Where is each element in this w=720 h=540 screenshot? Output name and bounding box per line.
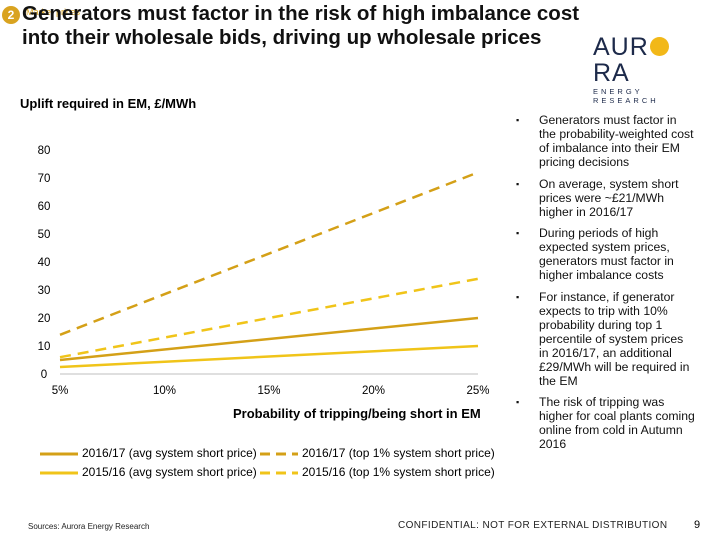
- x-tick-label: 15%: [257, 385, 280, 397]
- x-tick-label: 20%: [362, 385, 385, 397]
- series-line: [59, 277, 479, 359]
- series-line: [59, 171, 479, 336]
- y-tick-label: 50: [38, 229, 51, 241]
- legend-label: 2016/17 (avg system short price): [82, 446, 257, 460]
- x-tick-label: 5%: [52, 385, 69, 397]
- x-tick-label: 25%: [466, 385, 489, 397]
- chart-y-label: Uplift required in EM, £/MWh: [20, 96, 197, 111]
- legend-label: 2015/16 (avg system short price): [82, 465, 257, 479]
- confidential-notice: CONFIDENTIAL: NOT FOR EXTERNAL DISTRIBUT…: [398, 520, 668, 531]
- y-tick-label: 70: [38, 173, 51, 185]
- list-item: ▪ For instance, if generator expects to t…: [516, 289, 690, 388]
- series-line: [59, 316, 479, 362]
- list-item: ▪ Generators must factor in the probabili…: [516, 113, 694, 169]
- series-line: [59, 344, 479, 369]
- section-number-badge: 2: [2, 6, 20, 24]
- logo-text-right: RA: [593, 59, 630, 87]
- sun-icon: [649, 37, 669, 56]
- sources-note: Sources: Aurora Energy Research: [28, 522, 150, 531]
- legend-label: 2016/17 (top 1% system short price): [302, 446, 495, 460]
- list-item: ▪ The risk of tripping was higher for coa…: [516, 395, 695, 451]
- list-item: ▪ During periods of high expected system …: [516, 226, 674, 282]
- page-number: 9: [694, 519, 701, 531]
- y-tick-label: 80: [38, 145, 51, 157]
- legend-label: 2015/16 (top 1% system short price): [302, 465, 495, 479]
- chart-x-label: Probability of tripping/being short in E…: [233, 406, 481, 421]
- list-item: ▪ On average, system short prices were ~£…: [516, 176, 679, 219]
- logo-subtitle: ENERGY RESEARCH: [593, 87, 659, 105]
- y-tick-label: 0: [41, 369, 47, 381]
- slide-title: Generators must factor in the risk of hi…: [22, 2, 580, 49]
- x-tick-label: 10%: [153, 385, 176, 397]
- aurora-logo: AURRA ENERGY RESEARCH: [593, 33, 705, 105]
- y-tick-label: 60: [38, 201, 51, 213]
- y-tick-label: 10: [38, 341, 51, 353]
- y-tick-label: 40: [38, 257, 51, 269]
- logo-text-left: AUR: [593, 33, 649, 61]
- y-tick-label: 30: [38, 285, 51, 297]
- y-tick-label: 20: [38, 313, 51, 325]
- section-tag: Market prices: [26, 7, 81, 17]
- key-points-list: ▪ Generators must factor in the probabili…: [512, 113, 696, 459]
